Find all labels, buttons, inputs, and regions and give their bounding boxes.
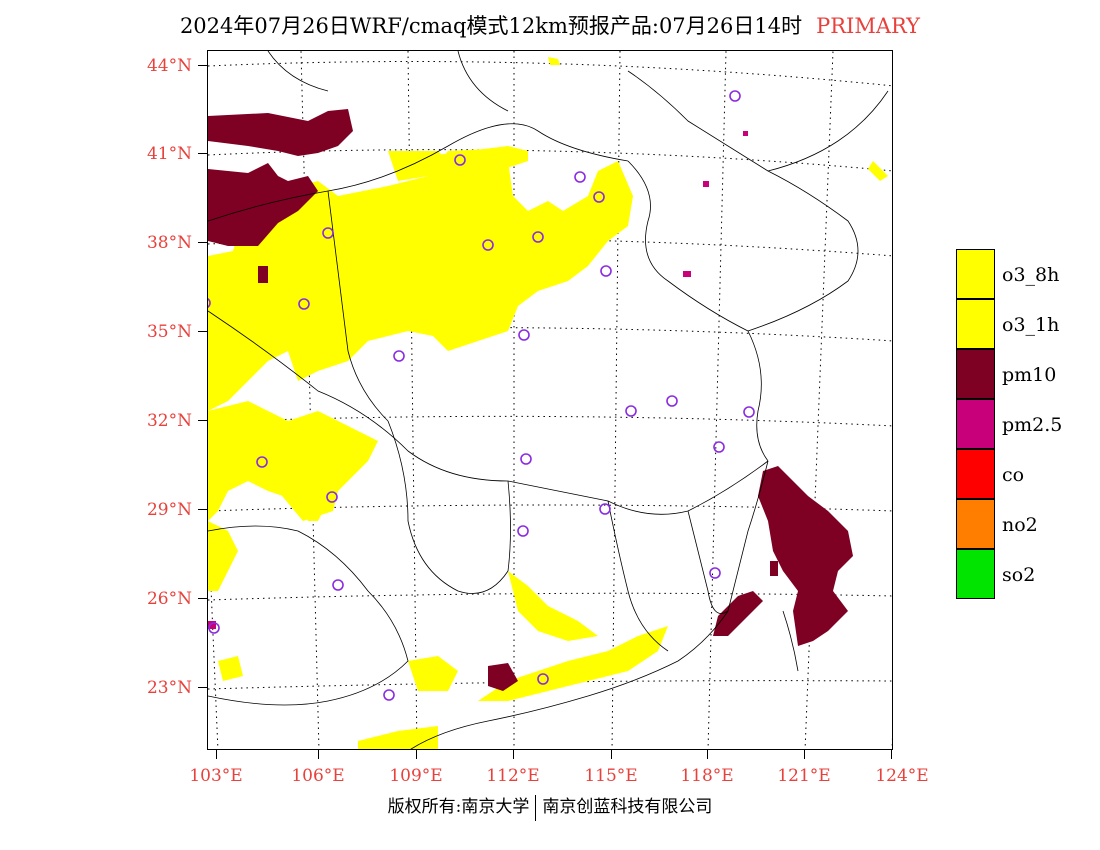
legend-label: o3_1h: [1002, 314, 1060, 336]
lon-label-109: 109°E: [389, 766, 443, 786]
boundaries: [208, 51, 889, 749]
legend-swatch: [956, 549, 995, 599]
lon-label-112: 112°E: [486, 766, 540, 786]
lon-tick: [216, 750, 217, 759]
lat-label-38: 38°N: [146, 233, 192, 253]
lon-label-103: 103°E: [189, 766, 243, 786]
lon-label-118: 118°E: [680, 766, 734, 786]
lat-label-44: 44°N: [146, 56, 192, 76]
lat-label-29: 29°N: [146, 500, 192, 520]
lat-label-23: 23°N: [146, 678, 192, 698]
lon-label-121: 121°E: [777, 766, 831, 786]
lon-label-124: 124°E: [875, 766, 929, 786]
legend-label: pm2.5: [1002, 414, 1063, 436]
company-text: 南京创蓝科技有限公司: [542, 797, 713, 817]
lat-label-35: 35°N: [146, 322, 192, 342]
lat-tick: [198, 65, 207, 66]
lat-tick: [198, 331, 207, 332]
copyright-text: 版权所有:南京大学: [387, 797, 530, 817]
lat-label-32: 32°N: [146, 411, 192, 431]
lon-label-106: 106°E: [291, 766, 345, 786]
map-canvas: [208, 51, 892, 749]
legend-swatch: [956, 299, 995, 349]
primary-label: PRIMARY: [816, 14, 921, 38]
legend-label: so2: [1002, 564, 1036, 586]
lat-tick: [198, 598, 207, 599]
legend-swatch: [956, 399, 995, 449]
lon-tick: [891, 750, 892, 759]
o3-regions: [208, 57, 888, 749]
lon-tick: [611, 750, 612, 759]
legend-label: co: [1002, 464, 1025, 486]
lon-tick: [513, 750, 514, 759]
footer-separator: [535, 794, 537, 821]
station-markers: [208, 90, 755, 701]
graticule: [208, 51, 892, 749]
lon-tick: [416, 750, 417, 759]
pm10-regions: [208, 109, 853, 691]
legend-label: no2: [1002, 514, 1038, 536]
map-panel[interactable]: [207, 50, 893, 750]
lat-tick: [198, 153, 207, 154]
lat-label-41: 41°N: [146, 144, 192, 164]
title-text: 2024年07月26日WRF/cmaq模式12km预报产品:07月26日14时: [179, 14, 803, 38]
lon-label-115: 115°E: [584, 766, 638, 786]
lat-tick: [198, 242, 207, 243]
legend-label: o3_8h: [1002, 264, 1060, 286]
footer-credits: 版权所有:南京大学 南京创蓝科技有限公司: [0, 792, 1100, 821]
lat-tick: [198, 420, 207, 421]
lon-tick: [707, 750, 708, 759]
legend-swatch: [956, 249, 995, 299]
map-title: 2024年07月26日WRF/cmaq模式12km预报产品:07月26日14时 P…: [0, 10, 1100, 40]
lon-tick: [318, 750, 319, 759]
legend-swatch: [956, 349, 995, 399]
legend-swatch: [956, 449, 995, 499]
lat-label-26: 26°N: [146, 589, 192, 609]
legend-label: pm10: [1002, 364, 1057, 386]
pm25-regions: [208, 131, 748, 629]
lon-tick: [804, 750, 805, 759]
lat-tick: [198, 687, 207, 688]
legend-swatch: [956, 499, 995, 549]
lat-tick: [198, 509, 207, 510]
